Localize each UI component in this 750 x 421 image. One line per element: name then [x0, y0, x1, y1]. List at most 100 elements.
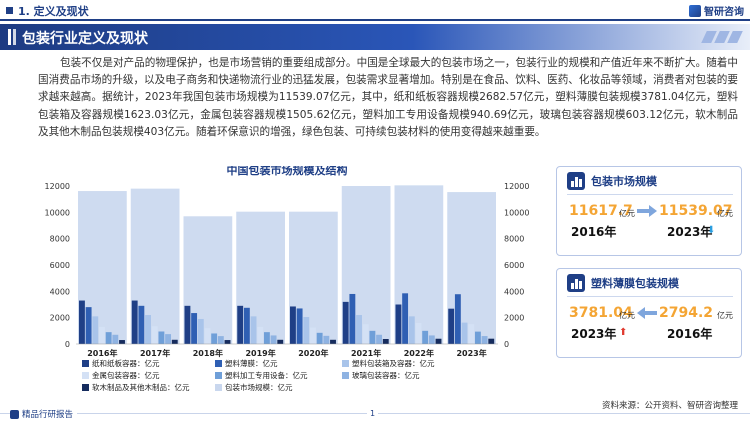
y-tick-left: 4000 [50, 287, 70, 296]
y-tick-left: 0 [65, 340, 70, 349]
legend-label: 塑料薄膜：亿元 [225, 358, 278, 368]
bar-total [394, 185, 444, 344]
chart-title: 中国包装市场规模及结构 [227, 166, 348, 177]
y-tick-left: 12000 [45, 182, 70, 191]
bar-component [415, 322, 422, 344]
legend-swatch [82, 360, 89, 367]
card-film-size: 塑料薄膜包装规模 3781.04 亿元 2794.2 亿元 2023年 2016… [556, 268, 742, 358]
card-divider [567, 296, 733, 297]
legend-label: 塑料包装箱及容器：亿元 [352, 358, 435, 368]
bar-component [454, 294, 461, 344]
banner-stripe-icon-2 [13, 29, 16, 45]
bar-component [474, 331, 481, 344]
bar-total [183, 216, 233, 344]
legend-swatch [215, 384, 222, 391]
bar-component [435, 338, 442, 344]
market-chart: 中国包装市场规模及结构 0 0 2000 2000 4000 4000 6000 6000 800… [30, 166, 545, 406]
brand-logo-text: 智研咨询 [704, 7, 744, 18]
y-tick-right: 10000 [504, 208, 529, 217]
bar-component [112, 334, 119, 344]
bar-component [369, 330, 376, 344]
bar-component [402, 293, 409, 344]
bar-total [289, 211, 338, 344]
bar-chart-icon [567, 172, 585, 190]
legend-swatch [215, 360, 222, 367]
top-bar: 1. 定义及现状 智研咨询 [0, 0, 750, 22]
bar-component [217, 336, 224, 344]
bar-component [349, 293, 356, 344]
page-number: 1 [367, 409, 379, 418]
legend-label: 纸和纸板容器：亿元 [92, 358, 160, 368]
card-title: 塑料薄膜包装规模 [591, 277, 679, 290]
card-header: 包装市场规模 [557, 167, 741, 195]
bar-component [257, 326, 264, 344]
top-divider [0, 19, 750, 21]
bar-component [105, 332, 112, 344]
y-tick-right: 12000 [504, 182, 529, 191]
legend-swatch [342, 360, 349, 367]
bar-component [138, 305, 145, 344]
title-banner: 包装行业定义及现状 [0, 24, 750, 50]
bar-component [277, 339, 284, 344]
bar-component [290, 306, 296, 344]
intro-paragraph: 包装不仅是对产品的物理保护，也是市场营销的重要组成部分。中国是全球最大的包装市场… [38, 57, 738, 138]
card-market-size: 包装市场规模 11617.7 亿元 11539.07 亿元 2016年 2023… [556, 166, 742, 256]
bar-component [488, 338, 495, 344]
bar-component [184, 305, 191, 344]
y-tick-left: 2000 [50, 314, 70, 323]
arrow-up-icon: ⬆ [619, 327, 628, 338]
bar-component [461, 322, 468, 344]
bar-component [316, 332, 323, 344]
bar-component [224, 340, 231, 344]
brand-logo-icon [689, 4, 701, 17]
bar-component [468, 324, 475, 344]
x-tick-label: 2018年 [193, 348, 223, 358]
bar-chart-icon [567, 274, 585, 292]
bar-component [243, 307, 250, 344]
banner-decoration [701, 31, 743, 43]
arrow-right-icon [637, 205, 657, 217]
bar-component [342, 301, 349, 344]
bar-component [237, 305, 244, 344]
source-note: 资料来源：公开资料、智研咨询整理 [601, 401, 738, 411]
market-chart-svg: 中国包装市场规模及结构 0 0 2000 2000 4000 4000 6000 6000 800… [45, 166, 530, 392]
y-tick-right: 2000 [504, 314, 524, 323]
x-tick-label: 2017年 [140, 348, 170, 358]
x-tick-label: 2021年 [351, 348, 381, 358]
bar-component [376, 334, 383, 344]
card-year-2: 2023年 [667, 225, 713, 239]
bar-component [481, 336, 488, 344]
bar-total [236, 211, 285, 344]
x-tick-label: 2023年 [456, 348, 486, 358]
bar-component [356, 315, 362, 344]
x-tick-label: 2019年 [245, 348, 275, 358]
legend-label: 金属包装容器：亿元 [92, 370, 160, 380]
legend-label: 软木制品及其他木制品：亿元 [92, 382, 190, 392]
legend-label: 玻璃包装容器：亿元 [352, 370, 420, 380]
legend-label: 塑料加工专用设备：亿元 [225, 370, 308, 380]
x-tick-label: 2022年 [404, 348, 434, 358]
bar-component [428, 335, 435, 344]
bar-component [310, 327, 316, 344]
card-title: 包装市场规模 [591, 175, 657, 188]
page-title: 包装行业定义及现状 [22, 31, 148, 47]
card-year-1: 2023年 [571, 327, 617, 341]
bar-component [92, 316, 99, 344]
card-year-2: 2016年 [667, 327, 713, 341]
arrow-down-icon: ⬇ [707, 225, 716, 236]
bar-component [197, 318, 204, 344]
bar-component [165, 334, 172, 344]
brand-logo: 智研咨询 [689, 3, 744, 18]
bar-component [151, 326, 158, 344]
legend-swatch [342, 372, 349, 379]
x-tick-label: 2020年 [298, 348, 328, 358]
bar-component [395, 304, 402, 344]
banner-stripe-icon [8, 29, 11, 45]
bar-component [250, 316, 257, 344]
legend-swatch [215, 372, 222, 379]
bar-component [211, 333, 218, 344]
y-tick-left: 8000 [50, 235, 70, 244]
footer: 精品行研报告 1 [0, 405, 750, 421]
bar-component [131, 300, 138, 344]
bar-component [330, 339, 336, 344]
